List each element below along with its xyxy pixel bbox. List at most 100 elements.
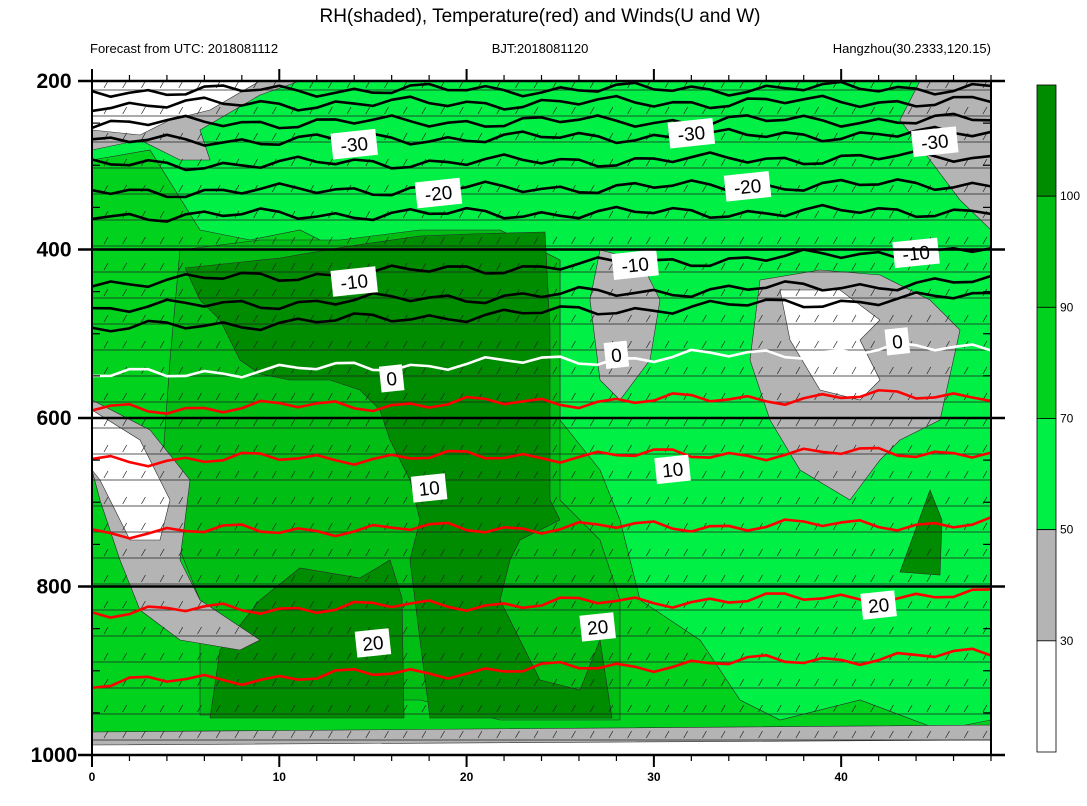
- wind-barb: [758, 314, 763, 323]
- wind-barb: [870, 730, 876, 739]
- wind-barb: [309, 470, 315, 479]
- wind-barb: [234, 340, 240, 349]
- wind-barb: [122, 262, 128, 271]
- contour-label-text: 20: [586, 617, 609, 640]
- wind-barb: [552, 236, 558, 245]
- wind-barb: [253, 548, 258, 557]
- wind-barb: [290, 418, 296, 427]
- wind-barb: [870, 548, 876, 557]
- wind-barb: [739, 418, 745, 427]
- wind-barb: [926, 730, 932, 739]
- wind-barb: [159, 548, 165, 557]
- wind-barb: [458, 340, 464, 349]
- wind-barb: [589, 730, 595, 739]
- wind-barb: [328, 392, 333, 401]
- wind-barb: [234, 548, 240, 557]
- wind-barb: [253, 652, 258, 661]
- contour-label-text: 0: [891, 332, 904, 354]
- wind-barb: [702, 444, 707, 453]
- wind-barb: [870, 418, 876, 427]
- x-tick-label: 10: [273, 770, 287, 784]
- wind-barb: [664, 548, 670, 557]
- x-tick-label: 20: [460, 770, 474, 784]
- contour-label-text: -20: [424, 183, 454, 207]
- wind-barb: [571, 548, 576, 557]
- wind-barb: [907, 496, 913, 505]
- wind-barb: [776, 288, 782, 297]
- temperature-contour: [92, 246, 991, 289]
- wind-barb: [159, 652, 165, 661]
- wind-barb: [571, 106, 576, 115]
- contour-label-box: [414, 177, 463, 209]
- wind-barb: [384, 392, 389, 401]
- wind-barb: [365, 418, 371, 427]
- wind-barb: [870, 678, 876, 687]
- wind-barb: [234, 574, 240, 583]
- rh-gt-100-region: [899, 489, 943, 576]
- wind-barb: [141, 626, 146, 635]
- wind-barb: [552, 106, 558, 115]
- wind-barb: [533, 730, 539, 739]
- wind-barb: [814, 626, 819, 635]
- contour-label: 10: [410, 473, 448, 503]
- wind-barb: [963, 652, 969, 661]
- wind-barb: [870, 392, 876, 401]
- wind-barb: [533, 548, 539, 557]
- wind-barb: [253, 106, 258, 115]
- wind-barb: [159, 392, 165, 401]
- wind-barb: [159, 340, 165, 349]
- wind-barb: [440, 652, 445, 661]
- wind-barb: [627, 652, 632, 661]
- wind-barb: [328, 444, 333, 453]
- wind-barb: [814, 236, 819, 245]
- wind-barb: [571, 652, 576, 661]
- temperature-contour: [92, 516, 991, 540]
- wind-barb: [365, 548, 371, 557]
- wind-barb: [702, 626, 707, 635]
- wind-barb: [197, 652, 202, 661]
- wind-barb: [907, 158, 913, 167]
- wind-barb: [141, 392, 146, 401]
- wind-barb: [795, 366, 801, 375]
- contour-label-text: -10: [901, 242, 931, 266]
- wind-barb: [141, 418, 146, 427]
- wind-barb: [776, 704, 782, 713]
- wind-barb: [103, 340, 109, 349]
- wind-barb: [384, 678, 389, 687]
- wind-barb: [103, 652, 109, 661]
- wind-barb: [440, 236, 445, 245]
- wind-barb: [776, 574, 782, 583]
- wind-barb: [234, 652, 240, 661]
- contour-label-text: 0: [385, 369, 398, 391]
- wind-barb: [720, 678, 726, 687]
- wind-barb: [271, 314, 277, 323]
- wind-barb: [328, 730, 333, 739]
- wind-barb: [384, 444, 389, 453]
- wind-barb: [870, 262, 876, 271]
- wind-barb: [141, 470, 146, 479]
- wind-barb: [870, 158, 876, 167]
- wind-barb: [122, 106, 128, 115]
- wind-barb: [720, 444, 726, 453]
- wind-barb: [627, 548, 632, 557]
- wind-barb: [346, 236, 352, 245]
- wind-barb: [645, 340, 651, 349]
- wind-barb: [159, 496, 165, 505]
- contour-label: -10: [330, 266, 378, 297]
- wind-barb: [795, 548, 801, 557]
- wind-barb: [290, 574, 296, 583]
- wind-barb: [178, 158, 184, 167]
- wind-barb: [608, 106, 614, 115]
- wind-barb: [702, 366, 707, 375]
- wind-barb: [477, 730, 483, 739]
- wind-barb: [589, 418, 595, 427]
- wind-barb: [384, 418, 389, 427]
- wind-barb: [608, 704, 614, 713]
- wind-barb: [159, 470, 165, 479]
- x-tick-label: 0: [89, 770, 96, 784]
- wind-barb: [552, 730, 558, 739]
- wind-barb: [814, 106, 819, 115]
- contour-label-box: [330, 266, 378, 297]
- wind-barb: [458, 704, 464, 713]
- temperature-contour: [92, 203, 991, 223]
